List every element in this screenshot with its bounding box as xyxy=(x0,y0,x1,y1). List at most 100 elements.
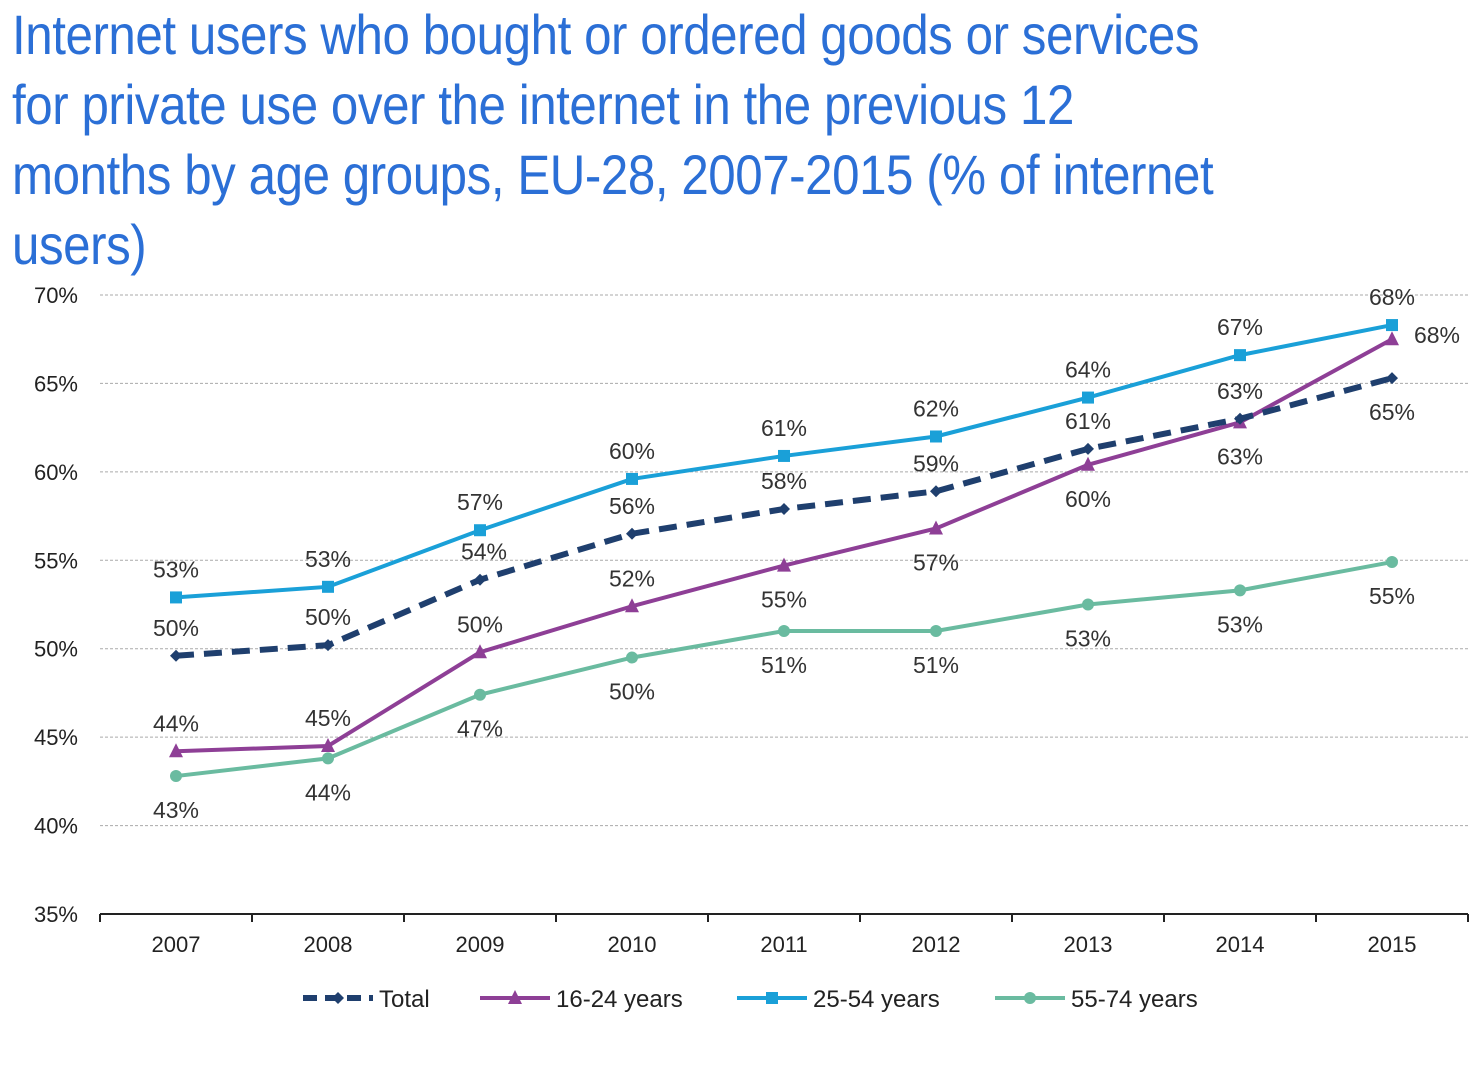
marker-triangle xyxy=(1385,331,1399,346)
data-label: 44% xyxy=(305,779,351,805)
legend-item: 16-24 years xyxy=(480,986,683,1013)
data-label: 53% xyxy=(1217,611,1263,637)
data-label: 62% xyxy=(913,395,959,421)
marker-square xyxy=(930,430,942,443)
data-label: 63% xyxy=(1217,443,1263,469)
y-tick-label: 50% xyxy=(34,637,78,662)
legend-item: 55-74 years xyxy=(995,986,1198,1013)
series-total: 50% 50% 54% 56% 58% 59% 61% 63% 65% xyxy=(153,372,1415,662)
marker-square xyxy=(778,449,790,462)
marker-diamond xyxy=(332,992,344,1004)
marker-diamond xyxy=(930,485,942,498)
marker-square xyxy=(1386,319,1398,332)
data-label: 50% xyxy=(305,604,351,630)
marker-circle xyxy=(170,770,182,783)
legend-label: 55-74 years xyxy=(1071,986,1198,1013)
data-label: 56% xyxy=(609,493,655,519)
data-label: 53% xyxy=(153,556,199,582)
legend-item: Total xyxy=(303,986,430,1013)
data-label: 50% xyxy=(457,611,503,637)
x-tick-label: 2009 xyxy=(456,932,505,957)
data-label: 57% xyxy=(457,489,503,515)
legend-label: Total xyxy=(379,986,430,1013)
x-tick-label: 2012 xyxy=(912,932,961,957)
data-label: 61% xyxy=(1065,408,1111,434)
marker-square xyxy=(1082,391,1094,404)
data-label: 45% xyxy=(305,705,351,731)
series-25-54-years: 53% 53% 57% 60% 61% 62% 64% 67% 68% xyxy=(153,284,1415,604)
data-label: 63% xyxy=(1217,378,1263,404)
marker-triangle xyxy=(777,557,791,572)
data-label: 44% xyxy=(153,710,199,736)
marker-diamond xyxy=(170,649,182,662)
x-tick-label: 2015 xyxy=(1368,932,1417,957)
marker-triangle xyxy=(473,644,487,659)
marker-diamond xyxy=(1082,442,1094,455)
marker-diamond xyxy=(474,573,486,586)
data-label: 68% xyxy=(1369,284,1415,310)
data-label: 57% xyxy=(913,549,959,575)
data-label: 53% xyxy=(1065,626,1111,652)
marker-circle xyxy=(1024,992,1036,1004)
data-label: 47% xyxy=(457,716,503,742)
marker-diamond xyxy=(626,527,638,540)
marker-triangle xyxy=(1081,456,1095,471)
marker-circle xyxy=(626,651,638,664)
marker-square xyxy=(766,992,778,1004)
marker-square xyxy=(322,580,334,593)
series-line xyxy=(175,337,1393,754)
data-label: 60% xyxy=(609,438,655,464)
marker-diamond xyxy=(1386,372,1398,385)
x-tick-label: 2007 xyxy=(152,932,201,957)
marker-square xyxy=(170,591,182,604)
y-tick-label: 40% xyxy=(34,814,78,839)
marker-square xyxy=(1234,349,1246,362)
data-label: 52% xyxy=(609,565,655,591)
marker-circle xyxy=(1082,598,1094,611)
marker-triangle xyxy=(929,520,943,535)
data-label: 51% xyxy=(761,652,807,678)
data-label: 60% xyxy=(1065,486,1111,512)
data-label: 55% xyxy=(1369,583,1415,609)
series-55-74-years: 43% 44% 47% 50% 51% 51% 53% 53% 55% xyxy=(153,556,1415,823)
legend-label: 25-54 years xyxy=(813,986,940,1013)
data-label: 67% xyxy=(1217,314,1263,340)
marker-square xyxy=(626,472,638,485)
x-tick-label: 2013 xyxy=(1064,932,1113,957)
chart-title: Internet users who bought or ordered goo… xyxy=(12,3,1214,276)
marker-diamond xyxy=(1234,412,1246,425)
legend-item: 25-54 years xyxy=(737,986,940,1013)
legend-label: 16-24 years xyxy=(556,986,683,1013)
data-label: 55% xyxy=(761,587,807,613)
data-label: 54% xyxy=(461,539,507,565)
x-tick-label: 2010 xyxy=(608,932,657,957)
marker-circle xyxy=(322,752,334,765)
data-label: 68% xyxy=(1414,322,1460,348)
marker-circle xyxy=(930,625,942,638)
x-tick-label: 2014 xyxy=(1216,932,1265,957)
y-tick-label: 55% xyxy=(34,548,78,573)
data-label: 64% xyxy=(1065,357,1111,383)
data-label: 59% xyxy=(913,450,959,476)
y-tick-label: 70% xyxy=(34,283,78,308)
marker-triangle xyxy=(321,737,335,752)
y-tick-label: 65% xyxy=(34,371,78,396)
y-tick-label: 60% xyxy=(34,460,78,485)
data-label: 53% xyxy=(305,546,351,572)
marker-diamond xyxy=(322,639,334,652)
data-label: 58% xyxy=(761,468,807,494)
marker-triangle xyxy=(508,990,522,1004)
data-label: 50% xyxy=(153,615,199,641)
marker-triangle xyxy=(625,598,639,613)
data-label: 65% xyxy=(1369,399,1415,425)
marker-circle xyxy=(1234,584,1246,597)
data-label: 43% xyxy=(153,797,199,823)
x-tick-label: 2008 xyxy=(304,932,353,957)
data-label: 51% xyxy=(913,652,959,678)
data-label: 61% xyxy=(761,415,807,441)
marker-circle xyxy=(474,688,486,701)
data-label: 50% xyxy=(609,679,655,705)
x-tick-label: 2011 xyxy=(760,932,807,957)
y-tick-label: 35% xyxy=(34,902,78,927)
